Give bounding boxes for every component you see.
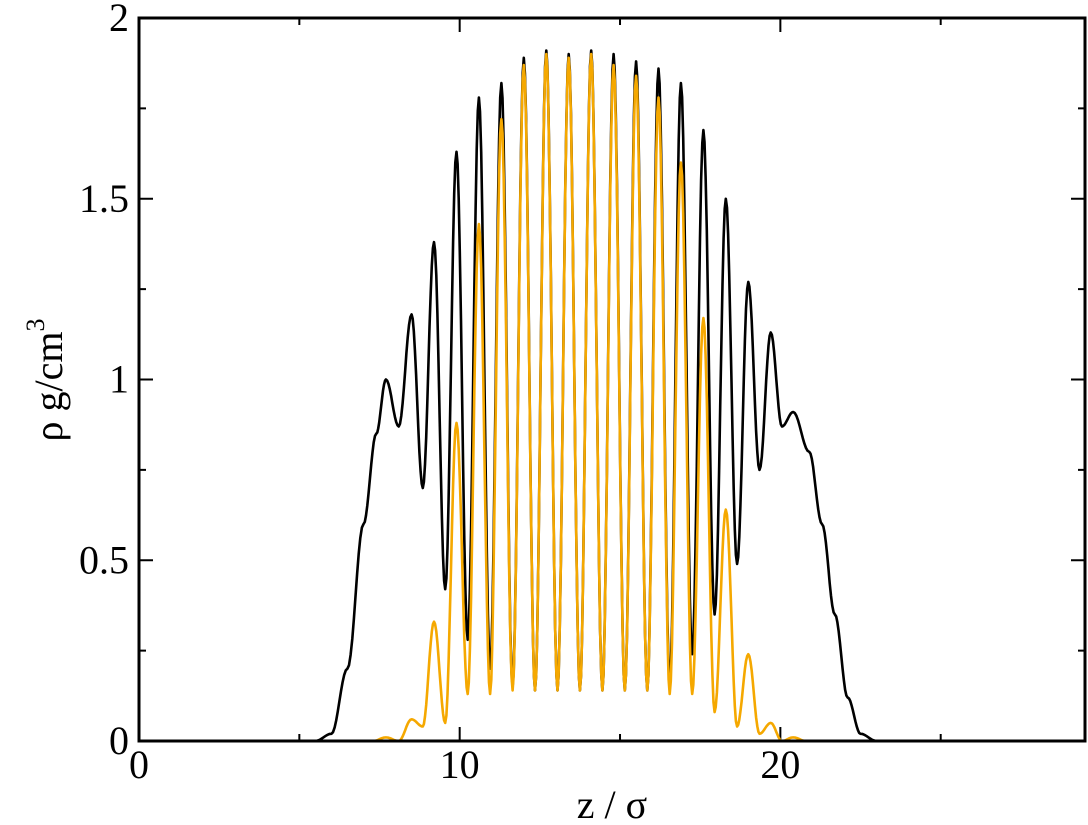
y-tick-label: 2 (109, 0, 129, 40)
series-layer (139, 49, 1085, 743)
x-tick-label: 10 (440, 742, 480, 787)
svg-text:ρ g/cm3: ρ g/cm3 (21, 319, 71, 442)
plot-frame (137, 16, 1087, 743)
x-axis-title: z / σ (577, 782, 647, 825)
tick-labels: 0 10 20 0 0.5 1 1.5 2 (79, 0, 800, 787)
y-axis-title: ρ g/cm3 (21, 319, 71, 442)
series-component-density-line (139, 52, 1085, 743)
y-tick-label: 0.5 (79, 537, 129, 582)
y-axis-title-main: ρ g/cm (26, 332, 71, 442)
x-tick-label: 0 (129, 742, 149, 787)
y-tick-label: 0 (109, 718, 129, 763)
y-axis-title-exponent: 3 (21, 319, 50, 332)
y-tick-label: 1.5 (79, 176, 129, 221)
x-tick-label: 20 (760, 742, 800, 787)
y-tick-label: 1 (109, 357, 129, 402)
